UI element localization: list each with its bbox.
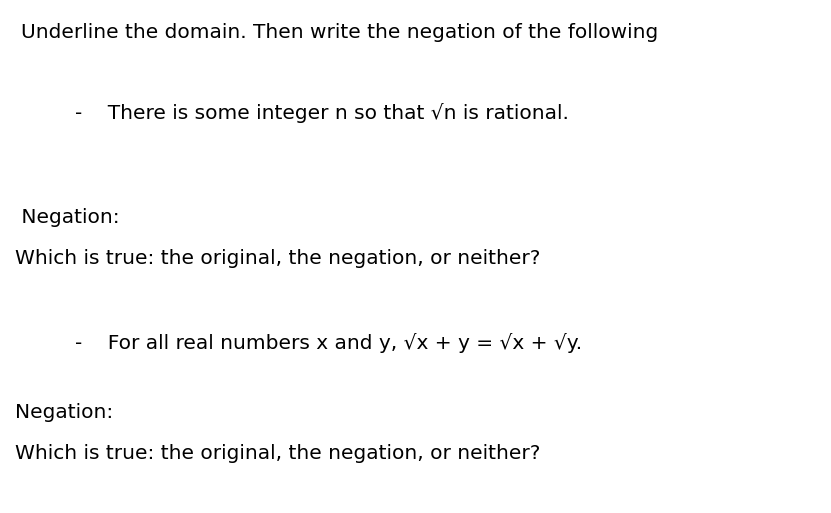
Text: -    There is some integer n so that √n is rational.: - There is some integer n so that √n is …: [75, 103, 568, 123]
Text: Negation:: Negation:: [15, 403, 113, 422]
Text: Which is true: the original, the negation, or neither?: Which is true: the original, the negatio…: [15, 444, 540, 463]
Text: Underline the domain. Then write the negation of the following: Underline the domain. Then write the neg…: [21, 23, 658, 42]
Text: -    For all real numbers x and y, √x + y = √x + √y.: - For all real numbers x and y, √x + y =…: [75, 333, 582, 353]
Text: Negation:: Negation:: [15, 208, 120, 227]
Text: Which is true: the original, the negation, or neither?: Which is true: the original, the negatio…: [15, 249, 540, 268]
